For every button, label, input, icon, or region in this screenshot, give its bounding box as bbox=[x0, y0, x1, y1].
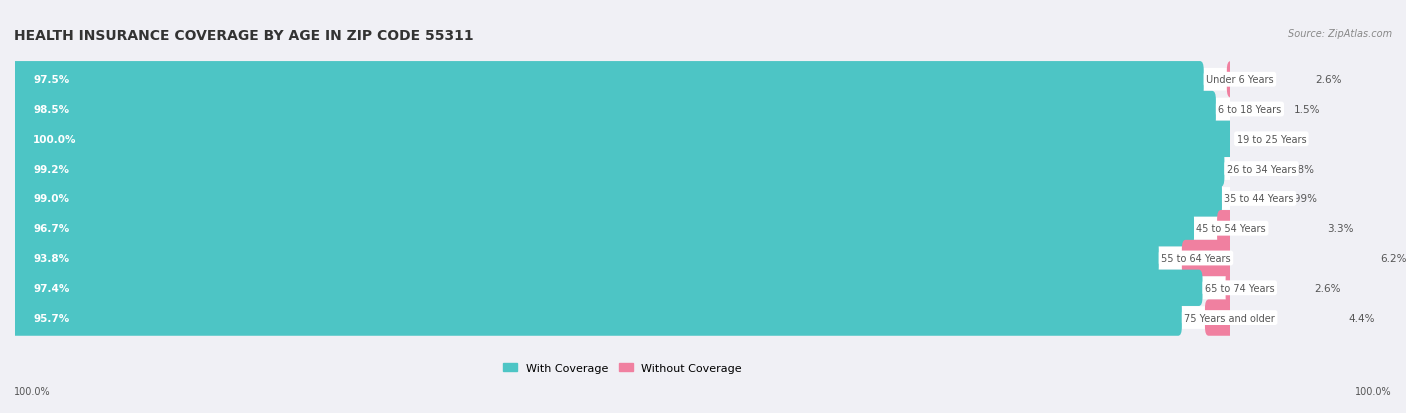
Text: 35 to 44 Years: 35 to 44 Years bbox=[1225, 194, 1294, 204]
Text: 100.0%: 100.0% bbox=[14, 387, 51, 396]
Text: 6.2%: 6.2% bbox=[1379, 254, 1406, 263]
Text: 75 Years and older: 75 Years and older bbox=[1184, 313, 1275, 323]
Text: 100.0%: 100.0% bbox=[1355, 387, 1392, 396]
FancyBboxPatch shape bbox=[1205, 300, 1346, 336]
FancyBboxPatch shape bbox=[15, 188, 1230, 210]
Text: 93.8%: 93.8% bbox=[34, 254, 69, 263]
FancyBboxPatch shape bbox=[11, 151, 1225, 188]
Text: 97.4%: 97.4% bbox=[34, 283, 70, 293]
FancyBboxPatch shape bbox=[1246, 181, 1282, 217]
Text: 2.6%: 2.6% bbox=[1315, 283, 1341, 293]
Text: 0.78%: 0.78% bbox=[1281, 164, 1315, 174]
Text: HEALTH INSURANCE COVERAGE BY AGE IN ZIP CODE 55311: HEALTH INSURANCE COVERAGE BY AGE IN ZIP … bbox=[14, 29, 474, 43]
FancyBboxPatch shape bbox=[11, 300, 1182, 336]
Text: Under 6 Years: Under 6 Years bbox=[1206, 75, 1274, 85]
Text: 19 to 25 Years: 19 to 25 Years bbox=[1236, 135, 1306, 145]
FancyBboxPatch shape bbox=[1226, 270, 1312, 306]
FancyBboxPatch shape bbox=[1247, 151, 1278, 188]
Text: 65 to 74 Years: 65 to 74 Years bbox=[1205, 283, 1275, 293]
Text: 4.4%: 4.4% bbox=[1348, 313, 1375, 323]
Text: 96.7%: 96.7% bbox=[34, 224, 69, 234]
Text: 3.3%: 3.3% bbox=[1327, 224, 1354, 234]
Text: 99.0%: 99.0% bbox=[34, 194, 69, 204]
Text: 1.5%: 1.5% bbox=[1295, 105, 1320, 115]
FancyBboxPatch shape bbox=[1182, 240, 1378, 276]
FancyBboxPatch shape bbox=[15, 217, 1230, 240]
FancyBboxPatch shape bbox=[11, 181, 1222, 217]
Text: 6 to 18 Years: 6 to 18 Years bbox=[1219, 105, 1281, 115]
Text: 99.2%: 99.2% bbox=[34, 164, 69, 174]
FancyBboxPatch shape bbox=[11, 211, 1194, 247]
FancyBboxPatch shape bbox=[11, 62, 1204, 98]
FancyBboxPatch shape bbox=[15, 158, 1230, 180]
FancyBboxPatch shape bbox=[15, 69, 1230, 91]
FancyBboxPatch shape bbox=[1227, 62, 1313, 98]
Text: 97.5%: 97.5% bbox=[34, 75, 69, 85]
FancyBboxPatch shape bbox=[1239, 92, 1292, 128]
Text: 98.5%: 98.5% bbox=[34, 105, 69, 115]
FancyBboxPatch shape bbox=[11, 270, 1202, 306]
Text: 45 to 54 Years: 45 to 54 Years bbox=[1197, 224, 1265, 234]
FancyBboxPatch shape bbox=[11, 92, 1216, 128]
Text: 26 to 34 Years: 26 to 34 Years bbox=[1227, 164, 1296, 174]
FancyBboxPatch shape bbox=[11, 121, 1234, 158]
FancyBboxPatch shape bbox=[15, 128, 1230, 151]
FancyBboxPatch shape bbox=[15, 247, 1230, 270]
Text: Source: ZipAtlas.com: Source: ZipAtlas.com bbox=[1288, 29, 1392, 39]
Legend: With Coverage, Without Coverage: With Coverage, Without Coverage bbox=[503, 363, 742, 373]
Text: 100.0%: 100.0% bbox=[34, 135, 77, 145]
FancyBboxPatch shape bbox=[15, 277, 1230, 299]
Text: 55 to 64 Years: 55 to 64 Years bbox=[1161, 254, 1230, 263]
Text: 2.6%: 2.6% bbox=[1316, 75, 1343, 85]
FancyBboxPatch shape bbox=[1218, 211, 1324, 247]
FancyBboxPatch shape bbox=[15, 306, 1230, 329]
Text: 0.99%: 0.99% bbox=[1285, 194, 1317, 204]
FancyBboxPatch shape bbox=[11, 240, 1159, 276]
FancyBboxPatch shape bbox=[15, 98, 1230, 121]
Text: 0.0%: 0.0% bbox=[1267, 135, 1294, 145]
Text: 95.7%: 95.7% bbox=[34, 313, 69, 323]
